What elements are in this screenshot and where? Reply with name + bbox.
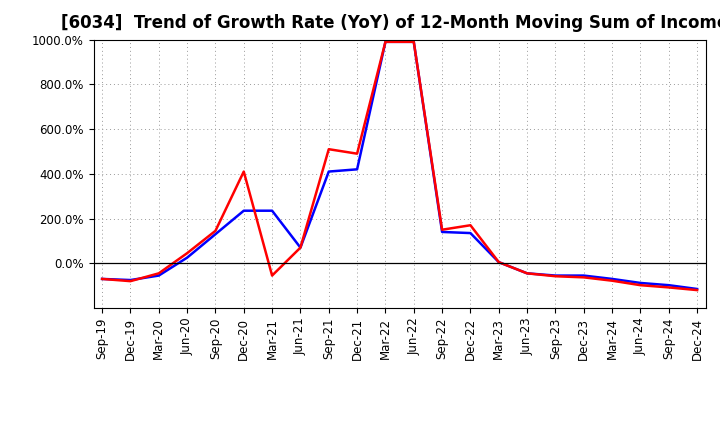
- Net Income Growth Rate: [126, 279, 135, 284]
- Line: Ordinary Income Growth Rate: Ordinary Income Growth Rate: [102, 42, 697, 289]
- Net Income Growth Rate: [381, 39, 390, 44]
- Ordinary Income Growth Rate: [353, 167, 361, 172]
- Net Income Growth Rate: [580, 275, 588, 280]
- Ordinary Income Growth Rate: [693, 286, 701, 292]
- Ordinary Income Growth Rate: [466, 231, 474, 236]
- Ordinary Income Growth Rate: [98, 276, 107, 282]
- Ordinary Income Growth Rate: [523, 271, 531, 276]
- Net Income Growth Rate: [240, 169, 248, 174]
- Ordinary Income Growth Rate: [211, 231, 220, 237]
- Net Income Growth Rate: [353, 151, 361, 156]
- Net Income Growth Rate: [438, 227, 446, 232]
- Ordinary Income Growth Rate: [495, 260, 503, 265]
- Net Income Growth Rate: [466, 223, 474, 228]
- Ordinary Income Growth Rate: [268, 208, 276, 213]
- Net Income Growth Rate: [98, 276, 107, 282]
- Net Income Growth Rate: [551, 274, 559, 279]
- Ordinary Income Growth Rate: [183, 255, 192, 260]
- Net Income Growth Rate: [296, 245, 305, 250]
- Net Income Growth Rate: [693, 287, 701, 293]
- Ordinary Income Growth Rate: [296, 245, 305, 250]
- Ordinary Income Growth Rate: [126, 277, 135, 282]
- Ordinary Income Growth Rate: [580, 273, 588, 278]
- Title: [6034]  Trend of Growth Rate (YoY) of 12-Month Moving Sum of Incomes: [6034] Trend of Growth Rate (YoY) of 12-…: [61, 15, 720, 33]
- Net Income Growth Rate: [325, 147, 333, 152]
- Ordinary Income Growth Rate: [438, 229, 446, 235]
- Ordinary Income Growth Rate: [155, 273, 163, 278]
- Ordinary Income Growth Rate: [410, 39, 418, 44]
- Net Income Growth Rate: [523, 271, 531, 276]
- Ordinary Income Growth Rate: [608, 276, 616, 282]
- Net Income Growth Rate: [410, 39, 418, 44]
- Net Income Growth Rate: [211, 228, 220, 234]
- Net Income Growth Rate: [495, 260, 503, 265]
- Net Income Growth Rate: [608, 278, 616, 283]
- Ordinary Income Growth Rate: [551, 273, 559, 278]
- Ordinary Income Growth Rate: [665, 282, 673, 288]
- Ordinary Income Growth Rate: [240, 208, 248, 213]
- Ordinary Income Growth Rate: [325, 169, 333, 174]
- Net Income Growth Rate: [665, 285, 673, 290]
- Ordinary Income Growth Rate: [636, 280, 644, 286]
- Net Income Growth Rate: [636, 282, 644, 288]
- Net Income Growth Rate: [155, 271, 163, 276]
- Ordinary Income Growth Rate: [381, 39, 390, 44]
- Net Income Growth Rate: [183, 250, 192, 256]
- Net Income Growth Rate: [268, 273, 276, 278]
- Line: Net Income Growth Rate: Net Income Growth Rate: [102, 42, 697, 290]
